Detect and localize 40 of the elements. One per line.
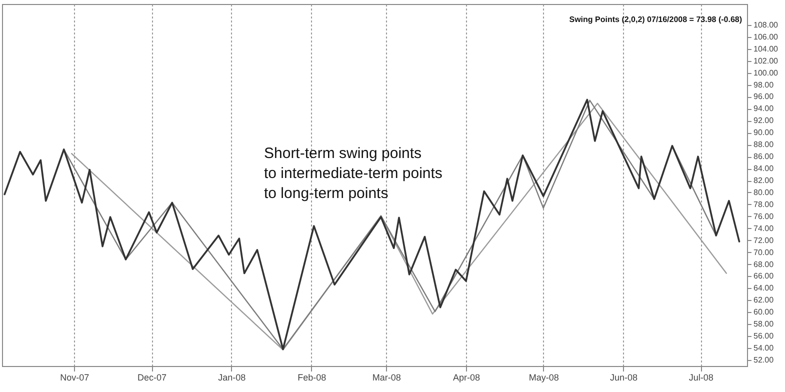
y-tick-label: 88.00 — [754, 140, 774, 150]
y-tick-label: 98.00 — [754, 80, 774, 90]
annotation: Swing Points (2,0,2) 07/16/2008 = 73.98 (-0.68) — [569, 15, 742, 24]
y-tick-label: 94.00 — [754, 104, 774, 114]
y-tick-label: 54.00 — [754, 344, 774, 353]
y-tick-label: 72.00 — [754, 236, 774, 245]
y-tick-label: 78.00 — [754, 200, 774, 209]
x-tick-label: Nov-07 — [60, 372, 90, 382]
y-tick-label: 100.00 — [754, 68, 779, 78]
y-tick-label: 102.00 — [754, 56, 779, 66]
y-tick-label: 84.00 — [754, 164, 774, 174]
x-tick-label: Jul-08 — [688, 372, 714, 382]
x-tick-label: Apr-08 — [453, 372, 480, 382]
x-tick-label: May-08 — [528, 372, 559, 382]
y-tick-label: 66.00 — [754, 272, 774, 281]
y-tick-label: 60.00 — [754, 308, 774, 317]
x-tick-label: Mar-08 — [372, 372, 401, 382]
y-tick-label: 56.00 — [754, 332, 774, 341]
y-tick-label: 86.00 — [754, 152, 774, 162]
y-tick-label: 52.00 — [754, 356, 774, 365]
y-tick-label: 74.00 — [754, 224, 774, 233]
x-tick-label: Jan-08 — [218, 372, 246, 382]
y-tick-label: 106.00 — [754, 32, 779, 42]
x-tick-label: Jun-08 — [610, 372, 638, 382]
y-tick-label: 62.00 — [754, 296, 774, 305]
y-tick-label: 76.00 — [754, 212, 774, 221]
y-tick-label: 70.00 — [754, 248, 774, 257]
y-tick-label: 58.00 — [754, 320, 774, 329]
y-tick-label: 104.00 — [754, 44, 779, 54]
y-tick-label: 68.00 — [754, 260, 774, 269]
x-tick-label: Dec-07 — [138, 372, 167, 382]
y-tick-label: 92.00 — [754, 116, 774, 126]
y-tick-label: 96.00 — [754, 92, 774, 102]
y-tick-label: 80.00 — [754, 188, 774, 197]
y-tick-label: 108.00 — [754, 20, 779, 30]
y-tick-label: 90.00 — [754, 128, 774, 138]
y-tick-label: 82.00 — [754, 176, 774, 186]
y-tick-label: 64.00 — [754, 284, 774, 293]
annotation: Short-term swing points to intermediate-term points to long-term points — [264, 145, 442, 202]
x-tick-label: Feb-08 — [298, 372, 326, 382]
